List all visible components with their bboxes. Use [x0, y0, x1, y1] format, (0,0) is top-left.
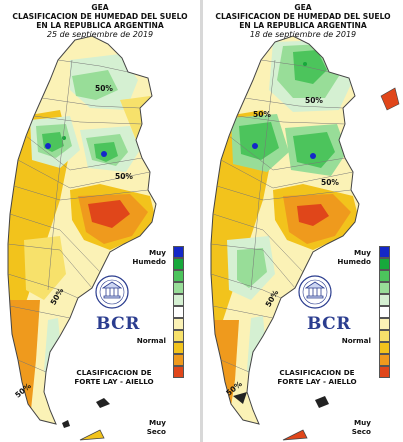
legend-label-very-dry: Muy Seco — [323, 418, 371, 436]
legend-swatch — [379, 318, 390, 330]
legend-swatch — [173, 306, 184, 318]
legend-swatch — [379, 342, 390, 354]
map-header: GEA CLASIFICACION DE HUMEDAD DEL SUELO E… — [203, 3, 403, 39]
legend-very-dry-line-2: Seco — [146, 427, 166, 436]
header-line-1: GEA — [294, 3, 312, 12]
bcr-logo-text: BCR — [96, 314, 140, 334]
argentina-soil-moisture-map — [210, 35, 400, 441]
header-line-3: EN LA REPUBLICA ARGENTINA — [36, 21, 164, 30]
legend-label-very-wet: Muy Humedo — [118, 248, 166, 266]
legend-very-wet-line-1: Muy — [354, 248, 371, 257]
legend-swatch — [379, 258, 390, 270]
map-panel-right: GEA CLASIFICACION DE HUMEDAD DEL SUELO E… — [203, 0, 403, 442]
province-borders — [7, 59, 151, 373]
method-line-1: CLASIFICACION DE — [76, 368, 152, 377]
map-date: 25 de septiembre de 2019 — [46, 30, 154, 39]
bcr-logo-text: BCR — [307, 314, 351, 334]
legend-swatch — [173, 294, 184, 306]
legend-swatch — [173, 342, 184, 354]
legend-swatch — [173, 330, 184, 342]
method-label: CLASIFICACION DE FORTE LAY - AIELLO — [66, 368, 162, 386]
header-line-2: CLASIFICACION DE HUMEDAD DEL SUELO — [215, 12, 391, 21]
legend-very-dry-line-1: Muy — [354, 418, 371, 427]
legend-swatch — [379, 306, 390, 318]
legend-label-normal: Normal — [341, 336, 371, 345]
color-legend — [173, 246, 184, 378]
legend-swatch — [173, 354, 184, 366]
header-line-1: GEA — [91, 3, 109, 12]
legend-very-dry-line-2: Seco — [351, 427, 371, 436]
legend-swatch — [379, 282, 390, 294]
header-line-3: EN LA REPUBLICA ARGENTINA — [239, 21, 367, 30]
isoline-label: 50% — [115, 172, 133, 181]
legend-very-wet-line-2: Humedo — [337, 257, 371, 266]
legend-swatch — [173, 282, 184, 294]
legend-swatch — [173, 270, 184, 282]
province-borders — [210, 59, 354, 373]
legend-swatch — [379, 354, 390, 366]
bcr-seal — [95, 275, 129, 309]
legend-swatch — [379, 330, 390, 342]
bcr-seal — [298, 275, 332, 309]
legend-swatch — [379, 366, 390, 378]
legend-swatch — [173, 258, 184, 270]
legend-very-wet-line-2: Humedo — [132, 257, 166, 266]
isoline-label: 50% — [305, 96, 323, 105]
legend-swatch — [379, 270, 390, 282]
country-outline — [210, 35, 360, 425]
legend-very-dry-line-1: Muy — [149, 418, 166, 427]
map-panel-left: GEA CLASIFICACION DE HUMEDAD DEL SUELO E… — [0, 0, 200, 442]
legend-swatch — [173, 318, 184, 330]
isoline-label: 50% — [321, 178, 339, 187]
legend-label-very-wet: Muy Humedo — [323, 248, 371, 266]
country-outline — [7, 35, 157, 425]
legend-label-normal: Normal — [136, 336, 166, 345]
method-line-2: FORTE LAY - AIELLO — [74, 377, 154, 386]
argentina-soil-moisture-map — [7, 35, 157, 441]
legend-swatch — [379, 246, 390, 258]
map-date: 18 de septiembre de 2019 — [249, 30, 357, 39]
method-line-1: CLASIFICACION DE — [279, 368, 355, 377]
header-line-2: CLASIFICACION DE HUMEDAD DEL SUELO — [12, 12, 188, 21]
legend-label-very-dry: Muy Seco — [118, 418, 166, 436]
legend-very-wet-line-1: Muy — [149, 248, 166, 257]
isoline-label: 50% — [95, 84, 113, 93]
color-legend — [379, 246, 390, 378]
method-line-2: FORTE LAY - AIELLO — [277, 377, 357, 386]
isoline-label: 50% — [253, 110, 271, 119]
map-header: GEA CLASIFICACION DE HUMEDAD DEL SUELO E… — [0, 3, 200, 39]
method-label: CLASIFICACION DE FORTE LAY - AIELLO — [269, 368, 365, 386]
legend-swatch — [379, 294, 390, 306]
legend-swatch — [173, 366, 184, 378]
panel-divider — [200, 0, 203, 442]
legend-swatch — [173, 246, 184, 258]
